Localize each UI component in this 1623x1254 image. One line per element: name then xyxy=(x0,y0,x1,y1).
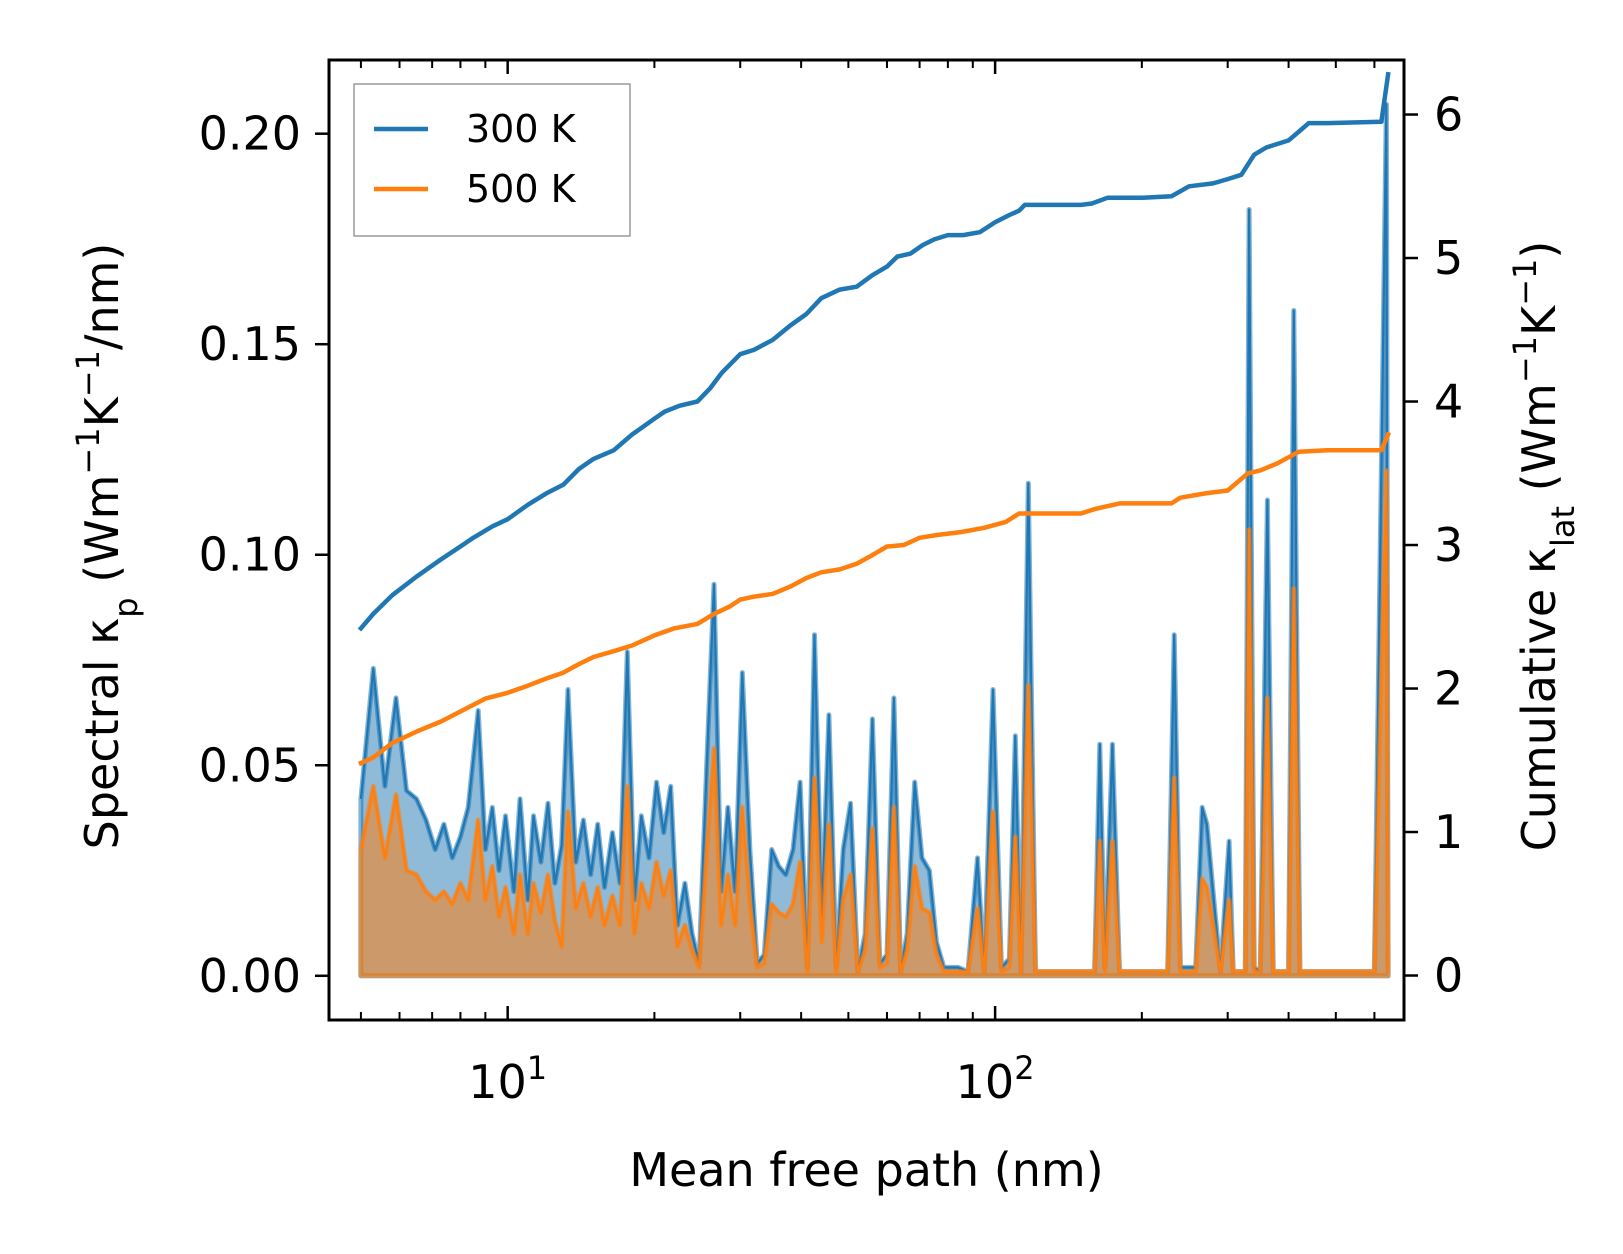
legend-label-300k: 300 K xyxy=(466,107,577,151)
plot-frame xyxy=(327,58,1406,1022)
y-left-tick-label: 0.10 xyxy=(199,528,301,582)
spectral-line-500k xyxy=(359,469,1390,973)
y-right-tick-label: 1 xyxy=(1434,805,1463,859)
x-tick-label: 102 xyxy=(956,1049,1035,1109)
legend: 300 K 500 K xyxy=(353,83,631,237)
y-left-tick-label: 0.05 xyxy=(199,738,301,792)
legend-box xyxy=(353,83,631,237)
y-right-tick-label: 5 xyxy=(1434,231,1463,285)
series-layer xyxy=(357,71,1392,979)
y-right-tick-label: 3 xyxy=(1434,518,1463,572)
y-left-tick-label: 0.15 xyxy=(199,317,301,371)
y-left-tick-label: 0.00 xyxy=(199,949,301,1003)
x-tick-label: 101 xyxy=(468,1049,547,1109)
cumulative-line-300k xyxy=(357,71,1391,632)
y-right-tick-label: 4 xyxy=(1434,375,1463,429)
legend-label-500k: 500 K xyxy=(466,167,577,211)
y-axis-label-left: Spectral κp (Wm−1K−1/nm) xyxy=(69,243,145,850)
y-right-tick-label: 2 xyxy=(1434,662,1463,716)
y-right-tick-label: 0 xyxy=(1434,949,1463,1003)
y-right-tick-label: 6 xyxy=(1434,88,1463,142)
cumulative-line-500k xyxy=(357,431,1392,767)
x-axis-label: Mean free path (nm) xyxy=(629,1143,1103,1197)
y-axis-label-right: Cumulative κlat (Wm−1K−1) xyxy=(1506,241,1582,852)
y-left-tick-label: 0.20 xyxy=(199,107,301,161)
ticks-layer: 101 102 0.00 0.05 0.10 0.15 0.20 0 1 2 3 4 5 6 xyxy=(199,60,1463,1109)
